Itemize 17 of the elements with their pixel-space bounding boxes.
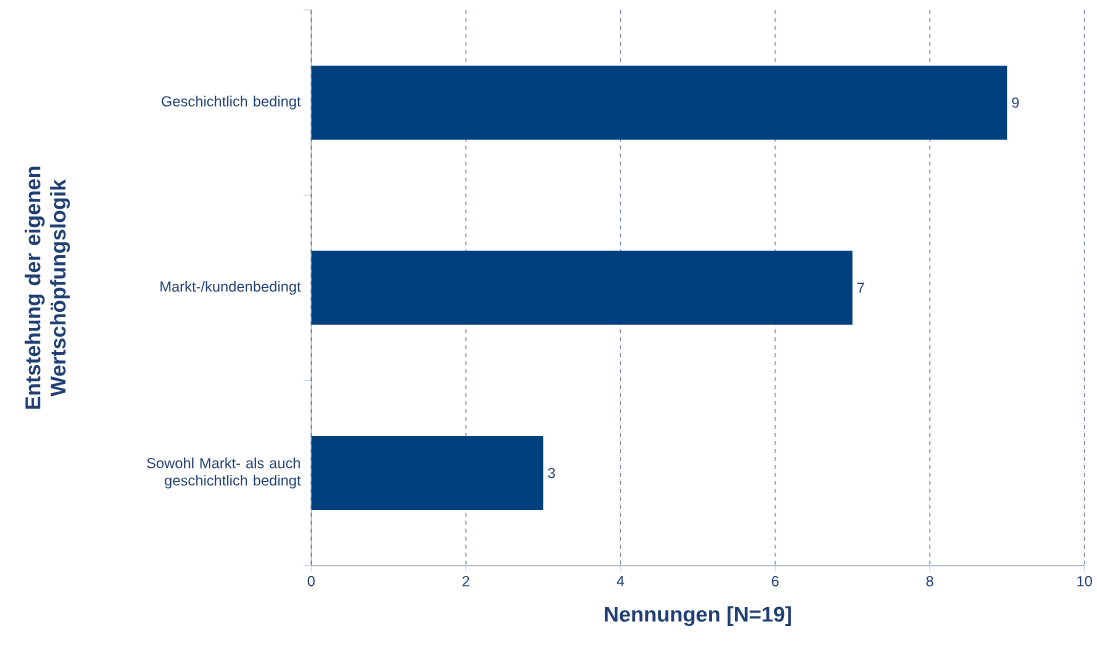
x-tick-label: 6 [771,575,779,587]
y-tick-label: Sowohl Markt- als auch geschichtlich bedingt [147,457,301,489]
x-axis-title: Nennungen [N=19] [604,605,791,626]
y-tick-label: Geschichtlich bedingt [161,95,301,110]
x-tick-label: 0 [307,575,315,587]
bar [311,65,1008,140]
x-tick-label: 10 [1077,575,1092,587]
data-label: 3 [548,467,555,479]
data-label: 9 [1012,97,1019,108]
x-tick-label: 4 [616,575,625,586]
bar [311,435,544,510]
data-label: 7 [857,282,865,293]
x-tick-label: 2 [462,575,470,587]
y-tick-label: Markt-/kundenbedingt [160,280,301,295]
y-axis-title: Entstehung der eigenen Wertschöpfungslogik [24,166,70,409]
bar [311,250,853,325]
x-tick-label: 8 [926,575,934,587]
